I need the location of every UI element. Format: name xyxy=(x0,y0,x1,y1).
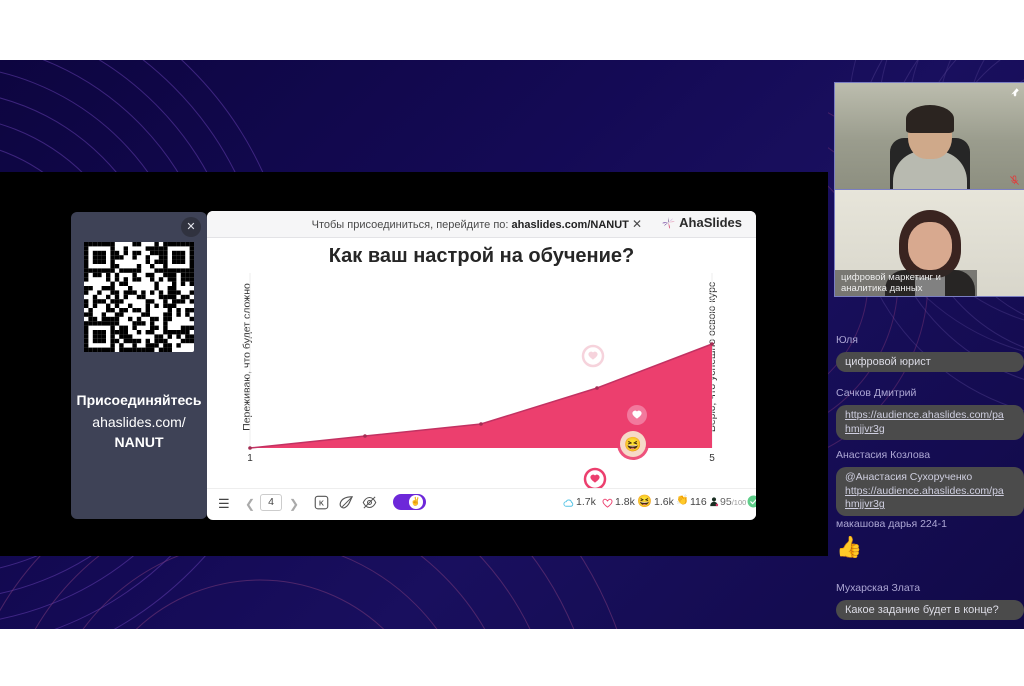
svg-text:😆: 😆 xyxy=(624,436,641,452)
svg-text:5: 5 xyxy=(709,453,715,464)
svg-text:1: 1 xyxy=(247,453,253,464)
svg-text:K: K xyxy=(319,500,324,507)
